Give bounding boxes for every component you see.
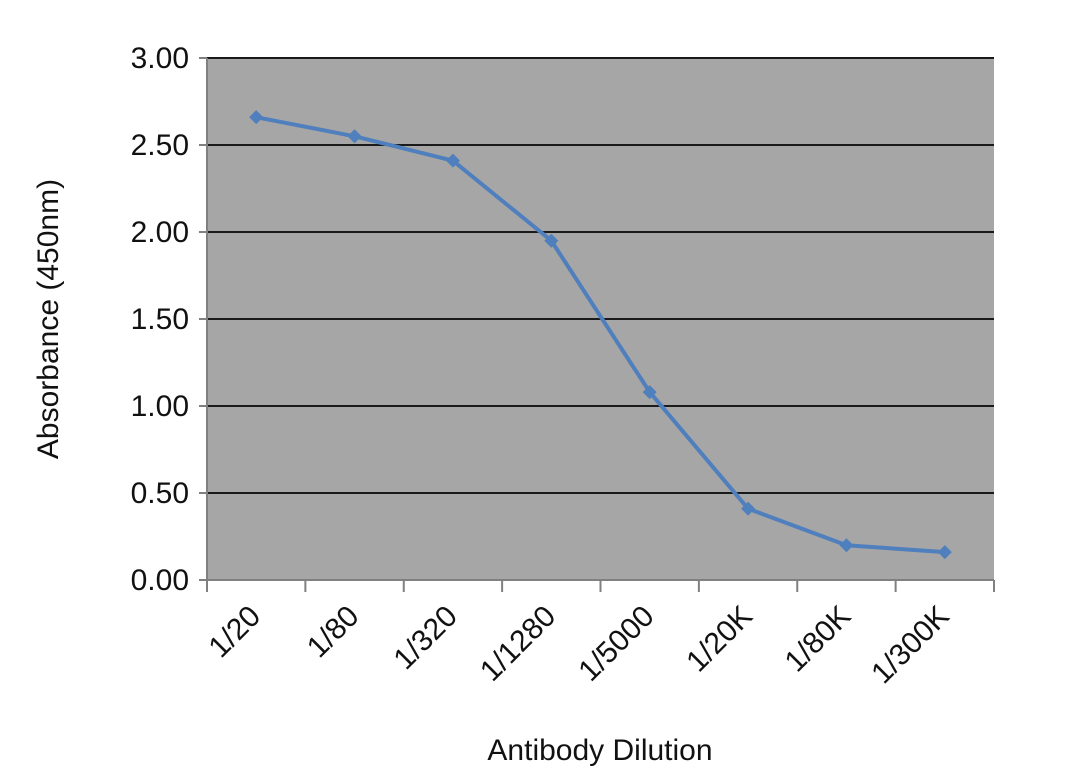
y-tick-label: 2.50 <box>131 129 189 162</box>
data-markers <box>249 110 952 560</box>
data-point <box>347 129 362 144</box>
y-tick-label: 0.50 <box>131 477 189 510</box>
x-axis-tick-labels: 1/20 1/80 1/320 1/1280 1/5000 1/20K 1/80K 1/300… <box>203 600 956 691</box>
x-tick-label: 1/5000 <box>572 600 660 688</box>
x-axis-title: Antibody Dilution <box>487 734 712 767</box>
y-axis-tick-labels: 0.00 0.50 1.00 1.50 2.00 2.50 3.00 <box>131 42 189 597</box>
x-tick-label: 1/20K <box>680 600 759 679</box>
data-point <box>544 233 559 248</box>
x-tick-label: 1/80 <box>301 600 366 665</box>
axes <box>199 57 995 592</box>
data-point <box>642 385 657 400</box>
data-point <box>249 110 264 125</box>
y-tick-label: 3.00 <box>131 42 189 75</box>
x-tick-label: 1/20 <box>203 600 268 665</box>
x-tick-label: 1/320 <box>387 600 463 676</box>
x-tick-label: 1/1280 <box>474 600 562 688</box>
data-point <box>839 538 854 553</box>
x-tick-label: 1/300K <box>865 600 956 691</box>
x-tick-label: 1/80K <box>779 600 858 679</box>
data-point <box>937 545 952 560</box>
y-tick-label: 1.50 <box>131 303 189 336</box>
y-axis-title: Absorbance (450nm) <box>32 179 65 459</box>
series-line <box>255 115 945 555</box>
y-tick-label: 1.00 <box>131 390 189 423</box>
y-tick-label: 2.00 <box>131 216 189 249</box>
y-tick-label: 0.00 <box>131 564 189 597</box>
data-point <box>741 501 756 516</box>
data-point <box>445 153 460 168</box>
